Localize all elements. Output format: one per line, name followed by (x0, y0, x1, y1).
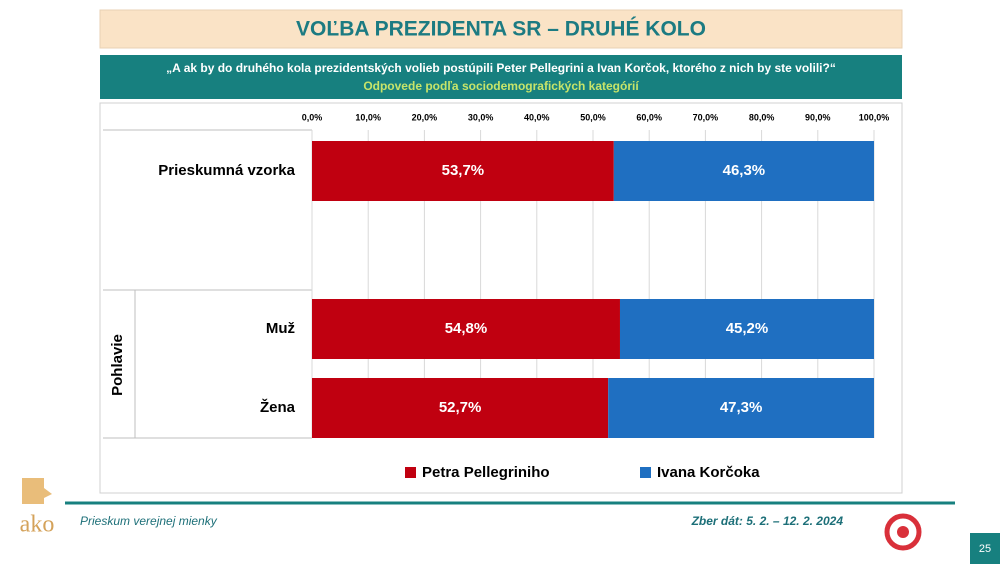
bar-segment (619, 299, 874, 359)
x-tick-label: 30,0% (468, 112, 494, 122)
legend-label: Petra Pellegriniho (422, 464, 550, 481)
x-tick-label: 0,0% (302, 112, 323, 122)
logo-text: ako (20, 512, 55, 538)
legend-label: Ivana Korčoka (657, 464, 760, 481)
logo-shape (22, 478, 52, 504)
page-number: 25 (979, 543, 991, 555)
legend-swatch (405, 467, 416, 478)
bar-segment (312, 299, 620, 359)
partner-logo (884, 513, 922, 551)
x-tick-label: 80,0% (749, 112, 775, 122)
plot: 0,0% 10,0% 20,0% 30,0% 40,0% 50,0% 60,0% 70,0% 8… (158, 112, 889, 481)
bar-segment (608, 378, 874, 438)
title: VOĽBA PREZIDENTA SR – DRUHÉ KOLO (296, 18, 706, 41)
question: „A ak by do druhého kola prezidentských … (166, 61, 836, 75)
category-label: Muž (266, 320, 295, 337)
question-box (100, 55, 902, 99)
bar-segment (312, 141, 614, 201)
footer-right: Zber dát: 5. 2. – 12. 2. 2024 (691, 514, 844, 528)
category-label: Prieskumná vzorka (158, 162, 295, 179)
partner-logo-dot (897, 526, 909, 538)
value-label: 47,3% (720, 399, 763, 416)
value-label: 52,7% (439, 399, 482, 416)
title-box (99, 9, 903, 49)
bar-segment (613, 141, 874, 201)
x-tick-label: 70,0% (693, 112, 719, 122)
page-box (970, 533, 1000, 564)
x-tick-label: 10,0% (355, 112, 381, 122)
value-label: 54,8% (445, 320, 488, 337)
value-label: 45,2% (726, 320, 769, 337)
group-label: Pohlavie (109, 334, 126, 396)
x-tick-label: 60,0% (636, 112, 662, 122)
footer-left: Prieskum verejnej mienky (80, 514, 218, 528)
x-tick-label: 100,0% (859, 112, 890, 122)
value-label: 46,3% (723, 162, 766, 179)
category-label: Žena (260, 398, 296, 416)
x-tick-label: 20,0% (412, 112, 438, 122)
x-tick-label: 90,0% (805, 112, 831, 122)
value-label: 53,7% (442, 162, 485, 179)
subtitle: Odpovede podľa sociodemografických kateg… (363, 79, 639, 93)
legend-swatch (640, 467, 651, 478)
bar-segment (312, 378, 609, 438)
x-tick-label: 40,0% (524, 112, 550, 122)
x-tick-label: 50,0% (580, 112, 606, 122)
